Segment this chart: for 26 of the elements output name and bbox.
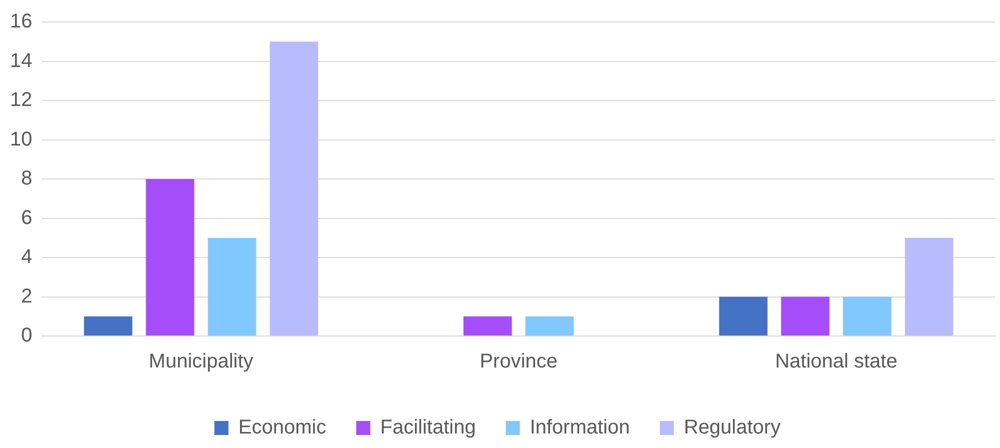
bar xyxy=(843,296,892,336)
y-tick-label: 16 xyxy=(10,10,32,33)
bar xyxy=(270,42,318,336)
x-tick-label: Municipality xyxy=(148,350,254,373)
y-tick-label: 0 xyxy=(21,324,32,347)
bar xyxy=(525,316,574,336)
bar xyxy=(464,316,512,336)
y-tick-label: 12 xyxy=(10,89,32,112)
legend-label: Information xyxy=(530,416,630,439)
y-tick-label: 8 xyxy=(21,168,32,190)
y-tick-label: 6 xyxy=(21,206,32,229)
bar xyxy=(84,316,132,336)
y-tick-label: 2 xyxy=(21,285,32,308)
x-tick-label: Province xyxy=(480,350,558,373)
y-tick-label: 4 xyxy=(21,246,32,268)
bar xyxy=(146,179,194,336)
bar xyxy=(208,238,256,336)
legend-label: Regulatory xyxy=(684,416,781,439)
x-tick-label: National state xyxy=(775,350,898,373)
legend-label: Economic xyxy=(238,416,326,439)
bar xyxy=(719,296,768,336)
y-tick-label: 14 xyxy=(10,50,32,72)
bar xyxy=(781,296,830,336)
legend-label: Facilitating xyxy=(380,416,476,439)
bar xyxy=(904,238,954,336)
y-tick-label: 10 xyxy=(10,128,32,150)
